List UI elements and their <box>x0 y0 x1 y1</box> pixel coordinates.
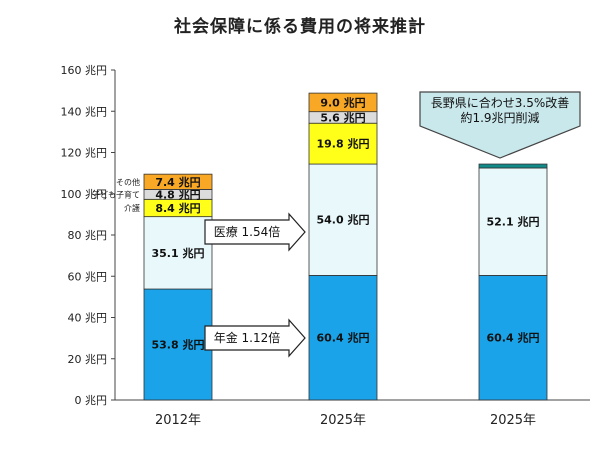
y-tick-label: 40 兆円 <box>68 312 108 325</box>
bar-segment <box>308 275 378 401</box>
legend-label: 介護 <box>124 203 140 213</box>
data-label: 19.8 兆円 <box>317 137 370 151</box>
bar-segment <box>143 288 213 401</box>
pension-arrow <box>204 318 306 358</box>
bar-segment <box>478 275 548 401</box>
data-label: 60.4 兆円 <box>487 331 540 345</box>
data-label: 8.4 兆円 <box>155 201 200 215</box>
bar-segment <box>308 163 378 276</box>
pension-arrow-label: 年金 1.12倍 <box>214 330 281 345</box>
data-label: 53.8 兆円 <box>152 338 205 352</box>
data-label: 7.4 兆円 <box>155 175 200 189</box>
medical-arrow-label: 医療 1.54倍 <box>214 224 281 239</box>
y-tick-label: 20 兆円 <box>68 353 108 366</box>
data-label: 60.4 兆円 <box>317 331 370 345</box>
y-tick-label: 160 兆円 <box>61 64 108 77</box>
bar-segment <box>478 167 548 276</box>
y-tick-label: 80 兆円 <box>68 229 108 242</box>
data-label: 54.0 兆円 <box>317 213 370 227</box>
callout-text: 約1.9兆円削減 <box>460 110 539 125</box>
y-tick-label: 100 兆円 <box>61 188 108 201</box>
data-label: 5.6 兆円 <box>320 110 365 124</box>
x-tick-label: 2025年 <box>320 413 366 428</box>
bar-segment <box>143 173 213 190</box>
x-tick-label: 2025年 <box>490 413 536 428</box>
chart-title: 社会保障に係る費用の将来推計 <box>174 17 426 37</box>
medical-arrow <box>204 212 306 252</box>
callout-text: 長野県に合わせ3.5%改善 <box>431 95 570 110</box>
data-label: 9.0 兆円 <box>320 95 365 109</box>
y-tick-label: 140 兆円 <box>61 105 108 118</box>
data-label: 4.8 兆円 <box>155 187 200 201</box>
data-label: 52.1 兆円 <box>487 215 540 229</box>
data-label: 35.1 兆円 <box>152 246 205 260</box>
legend-label: その他 <box>116 177 140 187</box>
y-tick-label: 60 兆円 <box>68 270 108 283</box>
y-tick-label: 0 兆円 <box>75 394 108 407</box>
y-tick-label: 120 兆円 <box>61 147 108 160</box>
reduction-callout <box>419 91 581 159</box>
legend-label: 子ども子育て <box>92 189 140 199</box>
bar-segment <box>308 92 378 113</box>
x-tick-label: 2012年 <box>155 413 201 428</box>
bar-segment <box>143 216 213 290</box>
bar-segment <box>478 163 548 169</box>
